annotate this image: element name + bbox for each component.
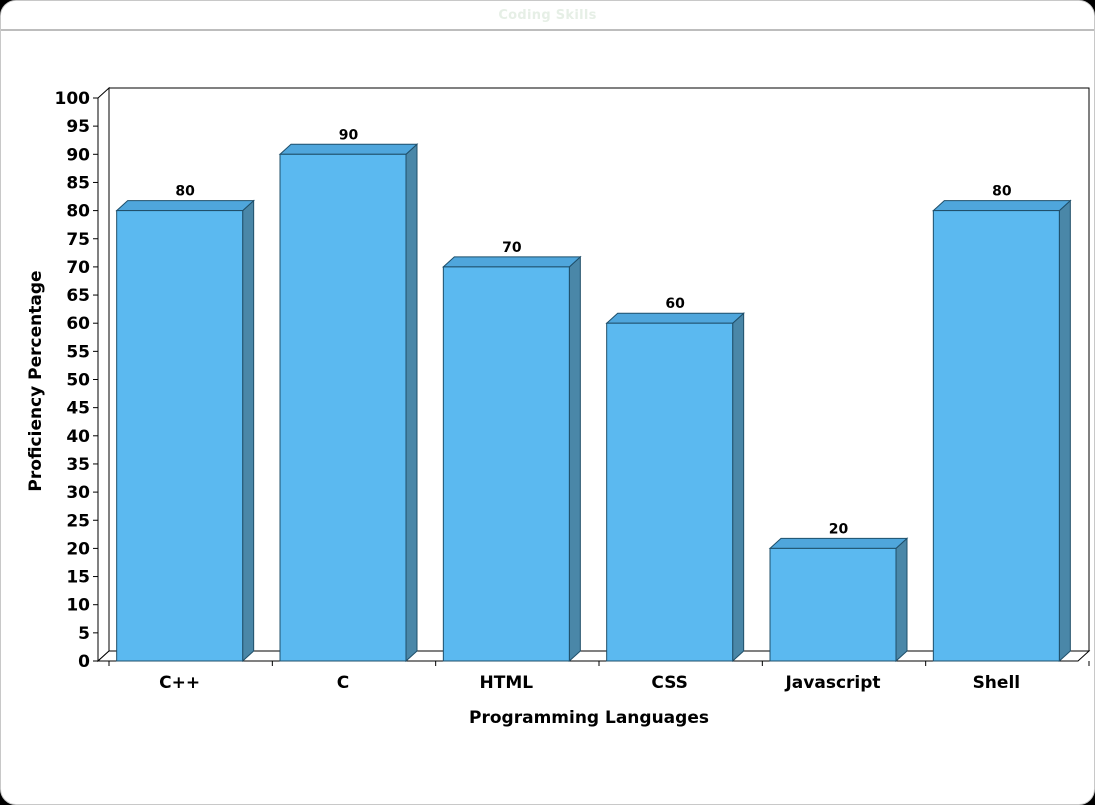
y-tick-label: 20: [66, 539, 90, 559]
bar-front: [279, 153, 407, 662]
window-title: Coding Skills: [498, 8, 597, 23]
bar-top: [605, 312, 745, 324]
value-label: 80: [992, 184, 1012, 200]
value-label-bg: [334, 125, 363, 143]
y-tick-label: 40: [66, 427, 90, 447]
bar-side: [1058, 199, 1071, 663]
bar-front: [442, 266, 570, 662]
y-tick-label: 95: [66, 117, 90, 137]
value-label-bg: [661, 294, 690, 312]
plot-left-wall: [97, 86, 110, 663]
bar-top: [768, 537, 909, 549]
x-tick-label: C++: [159, 673, 200, 693]
bar-side: [568, 255, 581, 663]
bar-html: 70: [442, 237, 582, 663]
value-label-bg: [497, 237, 526, 255]
bar-c-: 80: [115, 181, 255, 663]
bar-side: [895, 537, 908, 663]
x-tick-label: Shell: [973, 673, 1021, 693]
y-tick-label: 30: [66, 483, 90, 503]
y-tick-label: 5: [78, 624, 90, 644]
value-label-bg: [824, 519, 853, 537]
y-tick-label: 70: [66, 258, 90, 278]
value-label: 70: [502, 240, 522, 256]
bar-side: [732, 312, 745, 663]
value-label: 60: [665, 296, 685, 312]
y-axis-title: Proficiency Percentage: [26, 270, 46, 491]
bar-c: 90: [278, 125, 419, 663]
value-label-bg: [987, 181, 1016, 199]
title-bar: Coding Skills: [1, 1, 1094, 31]
bar-javascript: 20: [768, 519, 909, 663]
y-tick-label: 85: [66, 173, 90, 193]
bar-shell: 80: [932, 181, 1072, 663]
y-tick-label: 60: [66, 314, 90, 334]
bar-front: [932, 210, 1060, 662]
y-tick-label: 100: [55, 89, 91, 109]
y-tick-label: 50: [66, 371, 90, 391]
value-label: 90: [339, 127, 359, 143]
bar-front: [116, 210, 244, 662]
y-tick-label: 15: [66, 568, 90, 588]
value-label-bg: [171, 181, 200, 199]
bar-top: [278, 143, 419, 155]
y-tick-label: 55: [66, 342, 90, 362]
bar-css: 60: [605, 294, 745, 663]
bar-side: [405, 143, 418, 663]
y-tick-label: 10: [66, 596, 90, 616]
x-tick-label: CSS: [651, 673, 688, 693]
bar-top: [115, 200, 255, 212]
bar-side: [242, 199, 255, 663]
x-axis-title: Programming Languages: [469, 708, 709, 728]
y-tick-label: 0: [78, 652, 90, 672]
bar-front: [606, 322, 734, 662]
y-tick-label: 80: [66, 202, 90, 222]
y-tick-label: 75: [66, 230, 90, 250]
y-tick-label: 45: [66, 399, 90, 419]
value-label: 20: [829, 521, 849, 537]
y-tick-label: 65: [66, 286, 90, 306]
value-label: 80: [175, 184, 195, 200]
x-tick-label: Javascript: [784, 673, 880, 693]
y-tick-label: 35: [66, 455, 90, 475]
x-tick-label: C: [337, 673, 349, 693]
y-tick-label: 90: [66, 145, 90, 165]
y-tick-label: 25: [66, 511, 90, 531]
bar-top: [442, 256, 582, 268]
bar-top: [932, 200, 1072, 212]
x-tick-label: HTML: [480, 673, 534, 693]
bar-front: [769, 547, 897, 662]
